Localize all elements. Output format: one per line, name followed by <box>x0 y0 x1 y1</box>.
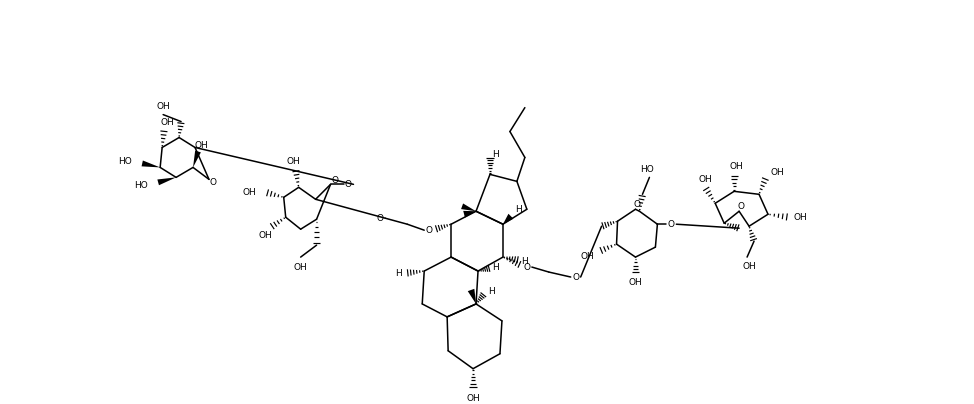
Text: H: H <box>394 269 401 278</box>
Text: OH: OH <box>467 394 480 403</box>
Text: OH: OH <box>730 162 743 171</box>
Text: OH: OH <box>286 157 301 166</box>
Text: OH: OH <box>243 188 256 197</box>
Text: OH: OH <box>259 231 273 240</box>
Polygon shape <box>193 151 201 167</box>
Text: H: H <box>493 150 500 159</box>
Text: O: O <box>737 202 744 211</box>
Text: H: H <box>493 263 500 271</box>
Polygon shape <box>468 289 476 304</box>
Text: OH: OH <box>156 102 170 111</box>
Text: O: O <box>523 263 531 271</box>
Polygon shape <box>141 160 160 167</box>
Polygon shape <box>158 177 176 185</box>
Polygon shape <box>461 204 476 211</box>
Text: O: O <box>572 273 580 282</box>
Text: H: H <box>515 205 522 214</box>
Text: H: H <box>521 257 528 265</box>
Text: O: O <box>634 200 641 209</box>
Text: HO: HO <box>134 181 148 190</box>
Text: OH: OH <box>161 118 174 127</box>
Polygon shape <box>464 211 476 218</box>
Text: O: O <box>331 176 338 185</box>
Text: O: O <box>668 220 675 229</box>
Text: OH: OH <box>294 263 308 271</box>
Text: O: O <box>345 180 352 189</box>
Text: HO: HO <box>119 157 132 166</box>
Polygon shape <box>503 214 513 224</box>
Text: H: H <box>489 288 496 297</box>
Text: OH: OH <box>794 213 807 222</box>
Text: HO: HO <box>641 165 655 174</box>
Text: O: O <box>426 226 432 235</box>
Text: OH: OH <box>581 252 594 261</box>
Text: O: O <box>209 178 216 187</box>
Text: O: O <box>377 214 384 223</box>
Text: OH: OH <box>771 168 785 177</box>
Text: OH: OH <box>628 278 642 286</box>
Text: OH: OH <box>742 261 756 271</box>
Text: OH: OH <box>194 141 207 150</box>
Text: OH: OH <box>698 175 712 184</box>
